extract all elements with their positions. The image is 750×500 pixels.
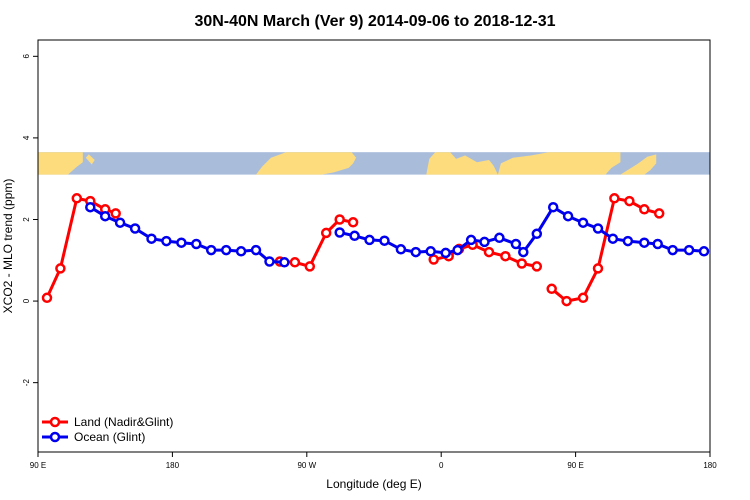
data-point <box>191 238 202 250</box>
data-point <box>531 228 543 240</box>
data-point <box>577 217 589 228</box>
data-point <box>561 295 572 307</box>
data-point <box>220 244 232 256</box>
plot-frame <box>37 39 711 453</box>
legend-ocean-label: Ocean (Glint) <box>74 430 145 444</box>
data-point <box>653 208 665 219</box>
data-point <box>334 227 345 238</box>
data-point <box>85 201 96 213</box>
y-tick-label: 6 <box>22 54 31 59</box>
data-point <box>55 263 66 274</box>
y-tick-label: 4 <box>22 135 31 140</box>
data-point <box>500 250 511 262</box>
data-point <box>546 283 557 295</box>
data-point <box>494 232 505 244</box>
data-point <box>518 246 529 258</box>
map-land-5 <box>620 154 657 175</box>
x-axis-label: Longitude (deg E) <box>326 477 421 491</box>
data-point <box>71 193 83 204</box>
data-point <box>410 246 422 258</box>
map-land-2 <box>256 152 357 175</box>
series-line <box>339 205 705 255</box>
data-point <box>624 195 635 207</box>
data-point <box>320 227 332 239</box>
data-point <box>452 244 463 256</box>
data-point <box>41 292 53 304</box>
chart-title: 30N-40N March (Ver 9) 2014-09-06 to 2018… <box>194 13 555 30</box>
data-point <box>161 235 172 247</box>
series-1 <box>85 201 710 268</box>
data-point <box>379 235 390 246</box>
series-layer <box>41 193 710 307</box>
data-point <box>99 210 111 222</box>
x-tick-label: 90 E <box>30 461 46 470</box>
map-land-0 <box>38 152 83 175</box>
map-land-3 <box>426 152 498 175</box>
data-point <box>250 244 262 256</box>
data-point <box>516 258 528 269</box>
x-axis-ticks: 90 E 180 90 W 0 90 E 180 <box>30 452 717 470</box>
data-point <box>483 246 495 258</box>
data-point <box>176 237 187 248</box>
data-point <box>264 256 275 267</box>
x-tick-label: 90 W <box>297 461 316 470</box>
data-point <box>683 244 695 256</box>
data-point <box>592 263 604 274</box>
legend-land-label: Land (Nadir&Glint) <box>74 415 173 429</box>
data-point <box>395 244 407 255</box>
data-point <box>698 246 710 257</box>
data-point <box>622 235 634 247</box>
data-point <box>235 246 247 257</box>
data-point <box>428 254 439 265</box>
y-tick-label: 0 <box>22 298 31 303</box>
data-point <box>667 244 678 256</box>
data-point <box>577 292 589 304</box>
legend-land-marker <box>49 416 61 428</box>
data-point <box>279 257 290 268</box>
data-point <box>562 210 574 222</box>
data-point <box>364 234 375 246</box>
legend-ocean-marker <box>49 431 61 443</box>
data-point <box>531 261 543 272</box>
data-point <box>110 208 121 219</box>
data-point <box>304 261 316 272</box>
map-land-1 <box>85 154 95 165</box>
data-point <box>465 234 477 246</box>
data-point <box>347 217 359 228</box>
data-point <box>289 257 301 268</box>
data-point <box>510 238 522 250</box>
data-point <box>334 214 345 225</box>
data-point <box>607 233 619 244</box>
data-point <box>652 238 663 250</box>
data-point <box>547 201 559 213</box>
data-point <box>425 246 436 257</box>
data-point <box>592 223 604 234</box>
world-map-strip <box>38 152 710 175</box>
data-point <box>639 237 650 248</box>
data-point <box>114 217 126 228</box>
x-tick-label: 90 E <box>567 461 583 470</box>
map-land-4 <box>497 152 621 175</box>
y-axis-label: XCO2 - MLO trend (ppm) <box>1 179 15 314</box>
legend: Land (Nadir&Glint) Ocean (Glint) <box>42 415 173 444</box>
y-axis-ticks: -2 0 2 4 6 <box>22 54 38 387</box>
series-0 <box>41 193 665 307</box>
data-point <box>639 204 650 215</box>
data-point <box>146 233 157 244</box>
data-point <box>479 236 490 248</box>
data-point <box>609 193 620 204</box>
x-tick-label: 0 <box>439 461 444 470</box>
data-point <box>440 247 451 259</box>
data-point <box>205 244 217 256</box>
x-tick-label: 180 <box>703 461 717 470</box>
y-tick-label: 2 <box>22 217 31 222</box>
y-tick-label: -2 <box>22 379 31 387</box>
data-point <box>349 230 360 242</box>
data-point <box>129 223 141 234</box>
x-tick-label: 180 <box>166 461 180 470</box>
